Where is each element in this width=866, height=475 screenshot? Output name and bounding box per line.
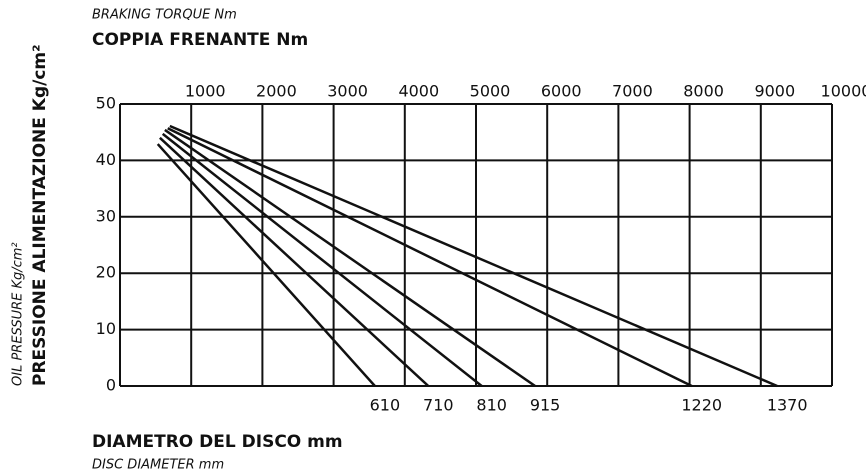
series-line [169,124,778,388]
legend-title-it: DIAMETRO DEL DISCO mm [92,432,343,452]
series-line [156,143,376,387]
series-label: 1370 [767,396,808,415]
series-line [159,136,430,387]
x-tick-label: 7000 [612,82,653,101]
y-tick-label: 0 [106,376,116,395]
x-tick-label: 4000 [398,82,439,101]
y-tick-label: 20 [96,263,116,282]
x-tick-label: 9000 [754,82,795,101]
series-line [167,127,693,388]
y-axis-title-it: PRESSIONE ALIMENTAZIONE Kg/cm² [30,44,50,386]
x-tick-label: 8000 [683,82,724,101]
series-label: 915 [530,396,561,415]
y-tick-label: 10 [96,319,116,338]
top-axis-title-en: BRAKING TORQUE Nm [92,8,237,23]
series-label: 610 [370,396,401,415]
y-tick-label: 30 [96,206,116,225]
series-line [161,132,483,387]
top-axis-title-it: COPPIA FRENANTE Nm [92,30,308,50]
x-tick-label: 3000 [327,82,368,101]
x-tick-label: 1000 [185,82,226,101]
y-tick-label: 40 [96,150,116,169]
legend-title-en: DISC DIAMETER mm [92,458,224,473]
x-tick-label: 2000 [256,82,297,101]
y-axis-title-en: OIL PRESSURE Kg/cm² [11,242,26,386]
series-label: 1220 [681,396,722,415]
series-line [164,128,536,388]
x-tick-label: 10000 [821,82,866,101]
x-tick-label: 5000 [470,82,511,101]
x-tick-label: 6000 [541,82,582,101]
series-label: 710 [423,396,454,415]
y-tick-label: 50 [96,94,116,113]
series-label: 810 [476,396,507,415]
